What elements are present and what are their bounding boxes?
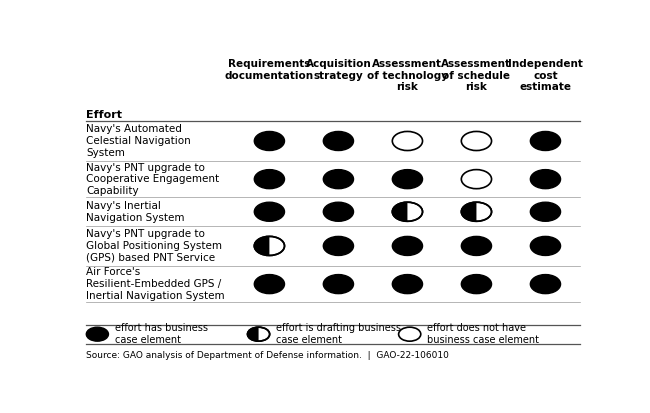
Circle shape <box>393 275 422 294</box>
Wedge shape <box>462 202 476 221</box>
Circle shape <box>530 236 560 256</box>
Text: Requirements
documentation: Requirements documentation <box>225 59 314 81</box>
Text: Navy's Inertial
Navigation System: Navy's Inertial Navigation System <box>86 201 185 223</box>
Text: Assessment
of schedule
risk: Assessment of schedule risk <box>441 59 512 92</box>
Wedge shape <box>248 327 259 341</box>
Text: Navy's PNT upgrade to
Cooperative Engagement
Capability: Navy's PNT upgrade to Cooperative Engage… <box>86 163 220 196</box>
Circle shape <box>254 236 285 256</box>
Circle shape <box>393 131 422 150</box>
Text: effort is drafting business
case element: effort is drafting business case element <box>276 323 401 345</box>
Circle shape <box>254 202 285 221</box>
Circle shape <box>254 275 285 294</box>
Circle shape <box>323 131 354 150</box>
Text: effort has business
case element: effort has business case element <box>115 323 208 345</box>
Circle shape <box>323 170 354 189</box>
Text: Navy's Automated
Celestial Navigation
System: Navy's Automated Celestial Navigation Sy… <box>86 124 191 158</box>
Circle shape <box>248 327 270 341</box>
Circle shape <box>254 131 285 150</box>
Circle shape <box>530 275 560 294</box>
Circle shape <box>462 170 491 189</box>
Text: Assessment
of technology
risk: Assessment of technology risk <box>367 59 448 92</box>
Circle shape <box>393 236 422 256</box>
Circle shape <box>323 236 354 256</box>
Circle shape <box>254 170 285 189</box>
Wedge shape <box>393 202 408 221</box>
Circle shape <box>323 275 354 294</box>
Circle shape <box>530 202 560 221</box>
Circle shape <box>398 327 421 341</box>
Text: Effort: Effort <box>86 109 122 119</box>
Circle shape <box>86 327 109 341</box>
Circle shape <box>323 202 354 221</box>
Circle shape <box>462 236 491 256</box>
Text: Independent
cost
estimate: Independent cost estimate <box>508 59 583 92</box>
Circle shape <box>462 131 491 150</box>
Circle shape <box>530 131 560 150</box>
Circle shape <box>393 170 422 189</box>
Text: Air Force's
Resilient-Embedded GPS /
Inertial Navigation System: Air Force's Resilient-Embedded GPS / Ine… <box>86 268 225 301</box>
Text: Source: GAO analysis of Department of Defense information.  |  GAO-22-106010: Source: GAO analysis of Department of De… <box>86 351 449 360</box>
Text: Navy's PNT upgrade to
Global Positioning System
(GPS) based PNT Service: Navy's PNT upgrade to Global Positioning… <box>86 229 222 263</box>
Text: Acquisition
strategy: Acquisition strategy <box>306 59 371 81</box>
Circle shape <box>462 275 491 294</box>
Circle shape <box>462 202 491 221</box>
Text: effort does not have
business case element: effort does not have business case eleme… <box>427 323 540 345</box>
Wedge shape <box>254 236 269 256</box>
Circle shape <box>530 170 560 189</box>
Circle shape <box>393 202 422 221</box>
